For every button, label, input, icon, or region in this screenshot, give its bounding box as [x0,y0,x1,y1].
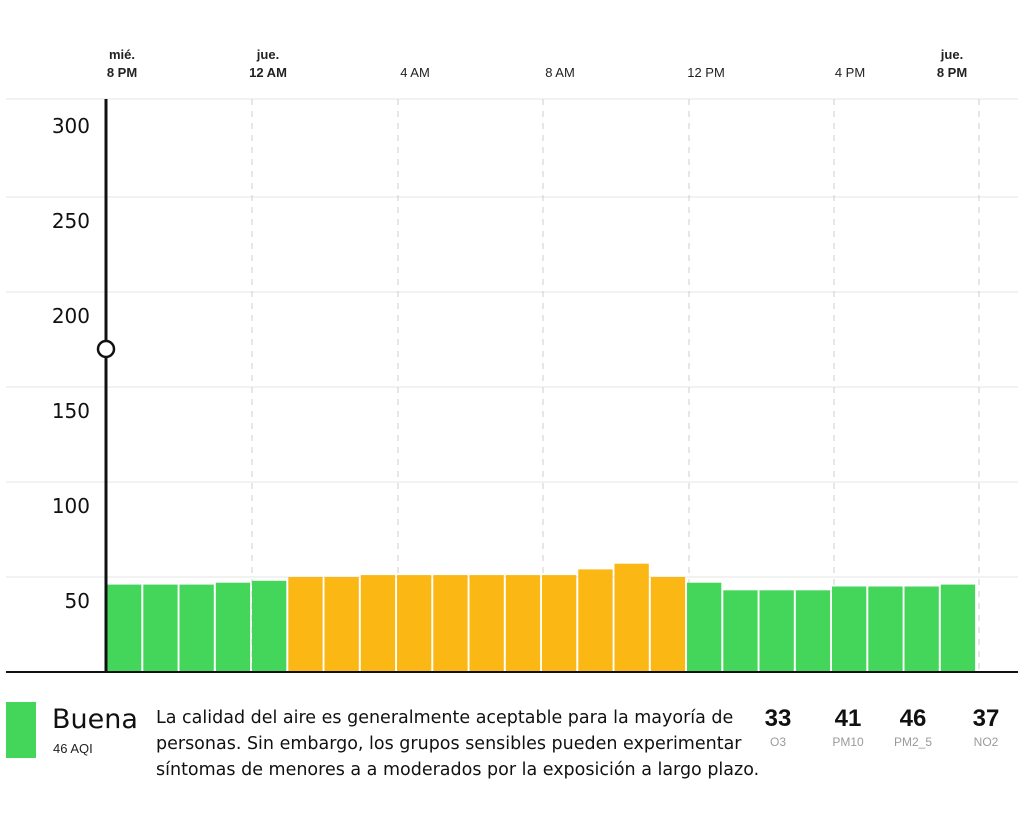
pollutant-pm2-5: 46 PM2_5 [894,704,932,750]
time-label-time: 12 PM [687,65,725,80]
aqi-bar-chart [6,98,1018,673]
status-color-swatch [6,702,36,758]
time-label-time: 8 PM [106,65,138,80]
time-label-4am: 4 AM [400,46,430,82]
aqi-bar [505,575,541,672]
aqi-bar [795,590,831,672]
status-description: La calidad del aire es generalmente acep… [156,708,760,780]
aqi-bar [143,584,178,672]
time-label-day: jue. [940,47,964,62]
aqi-value: 46 AQI [53,741,93,756]
time-label-time: 4 AM [400,65,430,80]
y-tick-label: 300 [51,114,90,138]
aqi-bar [252,580,287,672]
time-label-4pm: 4 PM [835,46,865,82]
aqi-bar [723,590,758,672]
time-label-day: jue. [256,47,280,62]
time-label-time: 8 PM [936,65,968,80]
pollutant-name: PM2_5 [893,735,933,749]
aqi-bar [397,575,432,672]
time-label-time: 12 AM [249,65,287,80]
pollutant-pm10: 41 PM10 [832,704,863,750]
aqi-bar [578,569,613,672]
aqi-bar [687,582,722,672]
pollutant-value: 41 [834,705,862,732]
pollutant-name: NO2 [973,735,999,749]
y-tick-label: 50 [64,589,90,613]
time-label-8am: 8 AM [545,46,575,82]
chart-bars [107,563,976,672]
time-label-time: 4 PM [834,65,866,80]
aqi-bar [614,563,649,672]
time-label-thu-8pm: jue. 8 PM [937,46,967,82]
aqi-bar [433,575,468,672]
time-label-thu-12am: jue. 12 AM [249,46,287,82]
aqi-bar [940,584,976,672]
aqi-bar [324,577,359,672]
y-tick-label: 250 [51,209,90,233]
status-label: Buena [52,704,138,735]
y-tick-label: 100 [51,494,90,518]
aqi-bar [832,586,867,672]
pollutant-value: 33 [764,705,792,732]
time-cursor-handle [96,339,116,359]
aqi-bar [868,586,903,672]
aqi-bar [215,582,251,672]
y-tick-label: 150 [51,399,90,423]
chart-axes [6,99,1018,673]
pollutant-value: 37 [972,705,1000,732]
aqi-bar [650,577,686,672]
pollutant-name: O3 [769,735,787,749]
pollutant-o3: 33 O3 [765,704,792,750]
aqi-bar [542,575,577,672]
pollutant-name: PM10 [832,735,864,749]
aqi-bar [469,575,504,672]
aqi-bar [179,584,214,672]
y-tick-label: 200 [51,304,90,328]
time-label-time: 8 AM [545,65,575,80]
time-label-12pm: 12 PM [687,46,725,82]
time-label-wed-8pm: mié. 8 PM [107,46,137,82]
pollutant-no2: 37 NO2 [973,704,1000,750]
aqi-bar [759,590,794,672]
aqi-bar [288,577,323,672]
time-label-day: mié. [108,47,135,62]
aqi-bar [360,575,396,672]
pollutant-value: 46 [899,705,927,732]
aqi-bar [107,584,142,672]
aqi-bar [904,586,939,672]
